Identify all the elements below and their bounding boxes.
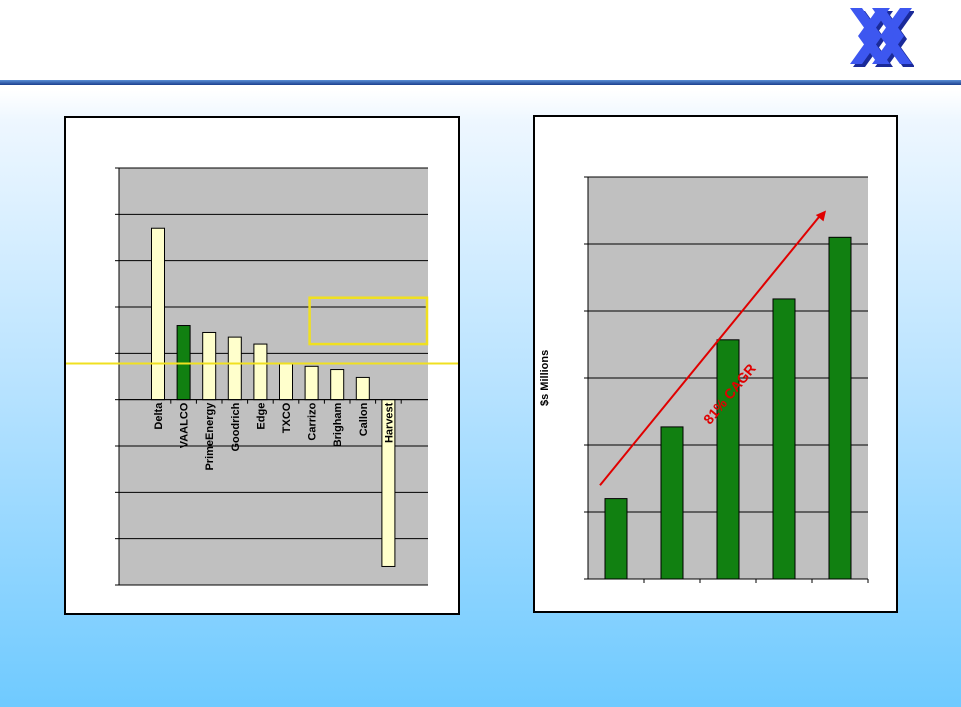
bar-callon [355,376,370,401]
highlight-box [308,296,429,346]
growth-chart-panel: $s Millions 81% CAGR [533,115,898,613]
x-tick-label: Goodrich [230,402,242,451]
bar-goodrich [227,336,242,401]
bar-brigham [330,369,345,401]
growth-chart [584,176,869,583]
x-tick-label: Brigham [332,402,344,447]
trend-arrow-head [815,210,826,222]
header-rule [0,80,961,85]
x-tick-label: Edge [255,403,267,430]
x-tick-label: PrimeEnergy [204,402,216,471]
x-tick-label: Callon [358,402,370,436]
double-x-logo-icon [850,8,915,67]
bar-delta [151,227,165,401]
trend-arrow [599,213,822,486]
growth-chart-y-axis-label: $s Millions [539,349,551,406]
bar-txco [279,363,293,401]
x-tick-label: Delta [153,402,165,430]
peer-comparison-chart: Delta VAALCO PrimeEnergy Goodrich Edge TXCO Ca… [66,167,458,586]
x-tick-label: Harvest [383,402,395,443]
x-tick-label: VAALCO [179,402,191,448]
bar-edge [253,343,268,401]
x-tick-label: Carrizo [307,402,319,440]
growth-bar-1 [604,498,628,580]
growth-bar-2 [660,426,684,580]
company-logo [848,6,915,68]
bar-carrizo [304,365,319,401]
growth-bar-4 [772,298,796,580]
bar-primeenergy [202,331,217,401]
x-tick-label: TXCO [281,402,293,433]
growth-bar-5 [828,236,852,580]
plot-area [119,168,428,585]
peer-comparison-chart-panel: Delta VAALCO PrimeEnergy Goodrich Edge TXCO Ca… [64,116,460,615]
